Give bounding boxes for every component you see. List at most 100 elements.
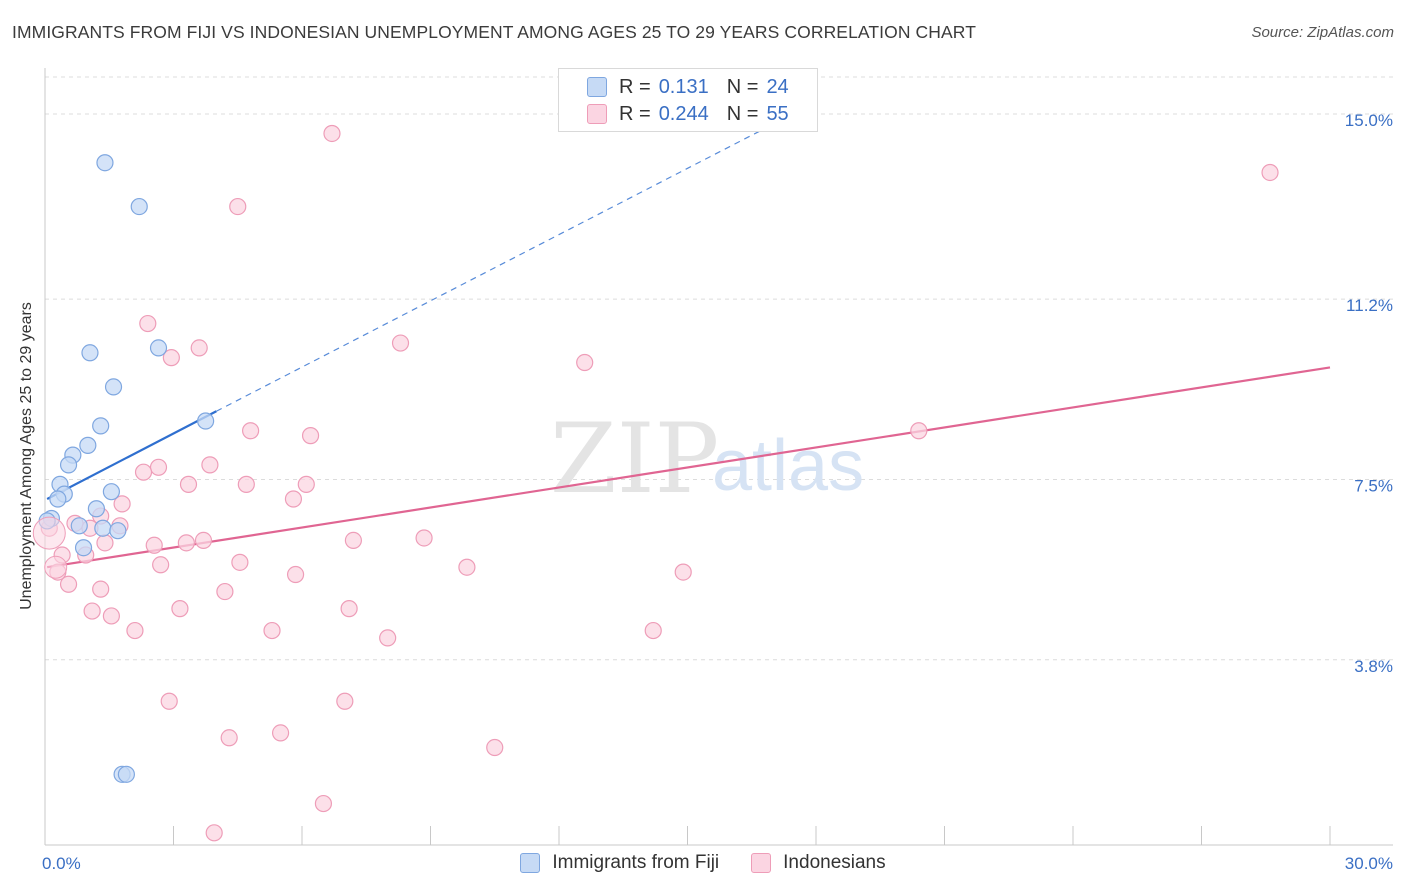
indonesian-point xyxy=(190,339,208,357)
indonesian-point xyxy=(179,475,198,493)
fiji-point xyxy=(104,378,123,396)
trend-line-extension xyxy=(216,128,765,412)
indonesian-point xyxy=(96,534,114,552)
y-tick-label: 7.5% xyxy=(1354,476,1393,495)
indonesian-point xyxy=(674,563,692,581)
legend-swatch-fiji xyxy=(587,77,607,97)
indonesian-point xyxy=(113,495,131,513)
indonesian-point xyxy=(379,629,397,647)
indonesian-point xyxy=(162,349,180,367)
chart-title: IMMIGRANTS FROM FIJI VS INDONESIAN UNEMP… xyxy=(12,22,977,42)
fiji-point xyxy=(130,197,148,216)
legend-swatch-indonesians xyxy=(587,104,607,124)
y-tick-label: 15.0% xyxy=(1345,111,1393,130)
y-tick-label: 3.8% xyxy=(1354,657,1393,676)
correlation-legend: R = 0.131 N = 24 R = 0.244 N = 55 xyxy=(558,68,818,132)
series-legend: Immigrants from Fiji Indonesians xyxy=(0,852,1406,874)
fiji-point xyxy=(96,154,114,172)
fiji-point xyxy=(49,490,67,508)
indonesian-point xyxy=(160,692,178,710)
trend-lines xyxy=(46,128,1331,569)
indonesian-point xyxy=(134,463,153,481)
indonesian-point-cluster xyxy=(44,555,68,579)
indonesian-point xyxy=(83,602,101,620)
indonesian-point xyxy=(92,580,110,598)
indonesian-point xyxy=(201,456,219,474)
legend-n-label: N = xyxy=(726,102,759,125)
legend-swatch-indonesians xyxy=(751,853,772,873)
indonesian-point xyxy=(314,794,333,813)
legend-item-indonesians[interactable]: Indonesians xyxy=(751,852,886,874)
indonesian-point xyxy=(910,422,928,440)
indonesian-point xyxy=(297,475,315,493)
indonesian-point xyxy=(205,824,223,842)
indonesian-point xyxy=(344,531,362,550)
indonesian-point xyxy=(242,422,260,440)
indonesian-point xyxy=(1261,163,1279,182)
indonesian-point xyxy=(216,582,234,601)
indonesian-point xyxy=(145,536,163,554)
fiji-point xyxy=(149,339,168,357)
fiji-point xyxy=(79,436,97,454)
legend-r-value-indonesians: 0.244 xyxy=(658,102,709,125)
fiji-point xyxy=(94,519,112,537)
legend-n-label: N = xyxy=(726,75,759,98)
legend-r-label: R = xyxy=(619,102,651,125)
indonesian-point xyxy=(391,334,410,352)
legend-n-value-fiji: 24 xyxy=(766,75,789,98)
fiji-point xyxy=(197,412,215,430)
indonesian-point xyxy=(458,558,476,576)
source-label: Source: ZipAtlas.com xyxy=(1251,24,1394,41)
indonesian-point xyxy=(152,556,170,574)
legend-n-value-indonesians: 55 xyxy=(766,102,789,125)
trend-line-indonesians xyxy=(46,366,1331,569)
indonesian-point xyxy=(644,621,662,640)
fiji-point xyxy=(59,456,78,474)
indonesian-point xyxy=(486,738,504,757)
indonesian-point xyxy=(102,607,120,625)
legend-row-indonesians: R = 0.244 N = 55 xyxy=(559,100,789,128)
indonesian-point xyxy=(336,692,354,710)
legend-r-value-fiji: 0.131 xyxy=(658,75,709,98)
fiji-point xyxy=(74,539,93,557)
fiji-point xyxy=(117,765,135,783)
legend-swatch-fiji xyxy=(520,853,541,873)
indonesian-point xyxy=(286,565,305,584)
fiji-point xyxy=(109,522,127,540)
fiji-point xyxy=(70,517,88,535)
indonesian-point xyxy=(323,124,341,143)
indonesian-point xyxy=(340,600,358,618)
watermark-zip: ZIP xyxy=(550,403,719,515)
indonesian-point xyxy=(284,490,303,508)
indonesian-point xyxy=(229,197,247,216)
trend-line-fiji xyxy=(46,410,217,500)
legend-item-fiji[interactable]: Immigrants from Fiji xyxy=(520,852,719,874)
indonesian-point xyxy=(231,553,249,571)
indonesian-point xyxy=(59,575,78,593)
grid xyxy=(45,76,1393,661)
indonesian-point-cluster xyxy=(32,516,66,550)
indonesian-point xyxy=(126,621,144,640)
y-tick-label: 11.2% xyxy=(1346,296,1393,315)
indonesian-point xyxy=(194,531,213,550)
indonesian-point xyxy=(301,427,320,445)
indonesian-point xyxy=(271,724,290,742)
indonesian-point xyxy=(415,529,433,547)
fiji-point xyxy=(87,500,106,518)
fiji-point xyxy=(92,417,110,435)
legend-row-fiji: R = 0.131 N = 24 xyxy=(559,73,789,101)
watermark-atlas: atlas xyxy=(712,426,864,506)
fiji-point xyxy=(102,483,120,501)
indonesian-point xyxy=(263,621,281,640)
indonesian-point xyxy=(220,729,238,747)
x-tick-label-min: 0.0% xyxy=(42,854,81,873)
fiji-point xyxy=(81,344,99,362)
data-points xyxy=(32,124,1279,842)
indonesian-point xyxy=(149,458,168,476)
legend-r-label: R = xyxy=(619,75,651,98)
indonesian-point xyxy=(139,314,157,333)
axes xyxy=(44,68,1393,846)
indonesian-point xyxy=(177,534,195,552)
indonesian-point xyxy=(237,475,255,493)
